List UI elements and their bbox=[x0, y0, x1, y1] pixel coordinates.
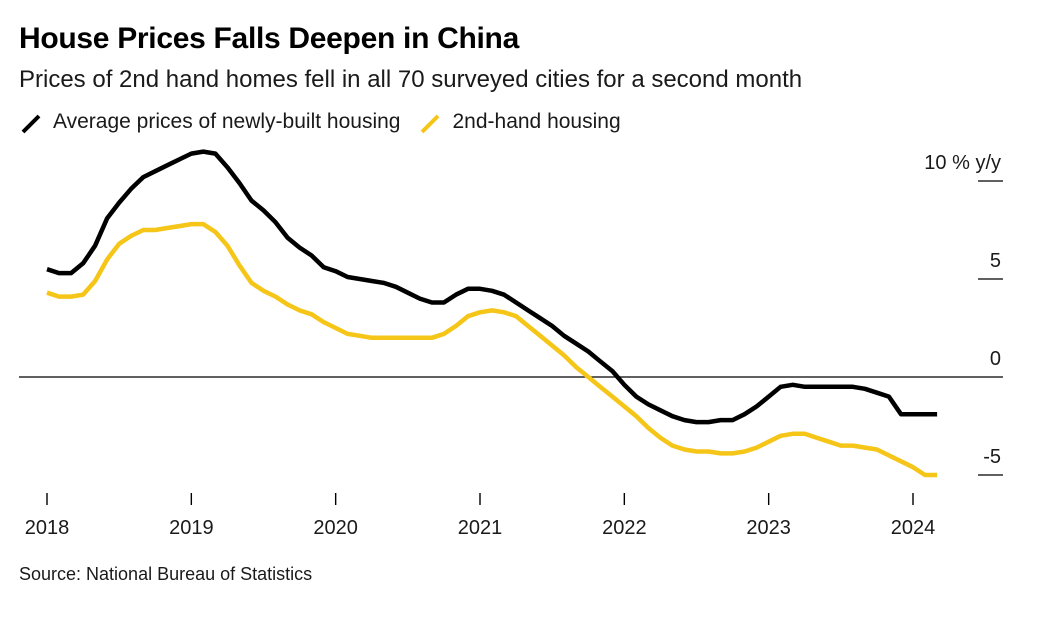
x-tick-label-2020: 2020 bbox=[313, 517, 358, 539]
y-tick-label--5: -5 bbox=[983, 446, 1001, 468]
legend-swatch-new bbox=[21, 114, 41, 134]
source-note: Source: National Bureau of Statistics bbox=[19, 564, 313, 584]
legend-item-second: 2nd-hand housing bbox=[418, 108, 621, 136]
series-line-newly-built bbox=[46, 149, 938, 425]
y-tick-label-10: 10 % y/y bbox=[924, 152, 1001, 174]
x-tick-label-2018: 2018 bbox=[25, 517, 70, 539]
x-tick-label-2022: 2022 bbox=[602, 517, 647, 539]
legend-label-second: 2nd-hand housing bbox=[452, 110, 621, 133]
x-tick-label-2021: 2021 bbox=[458, 517, 503, 539]
x-tick-label-2024: 2024 bbox=[891, 517, 936, 539]
chart-title: House Prices Falls Deepen in China bbox=[19, 22, 519, 55]
legend-label-new: Average prices of newly-built housing bbox=[53, 110, 401, 133]
series-line-second-hand bbox=[46, 221, 938, 478]
chart-subtitle: Prices of 2nd hand homes fell in all 70 … bbox=[19, 66, 803, 93]
legend-swatch-second bbox=[421, 114, 440, 134]
legend-item-new: Average prices of newly-built housing bbox=[19, 108, 400, 136]
x-tick-label-2023: 2023 bbox=[746, 517, 791, 539]
x-tick-label-2019: 2019 bbox=[169, 517, 214, 539]
y-tick-label-5: 5 bbox=[990, 250, 1001, 272]
y-tick-label-0: 0 bbox=[990, 348, 1001, 370]
legend: Average prices of newly-built housing 2n… bbox=[19, 108, 639, 136]
